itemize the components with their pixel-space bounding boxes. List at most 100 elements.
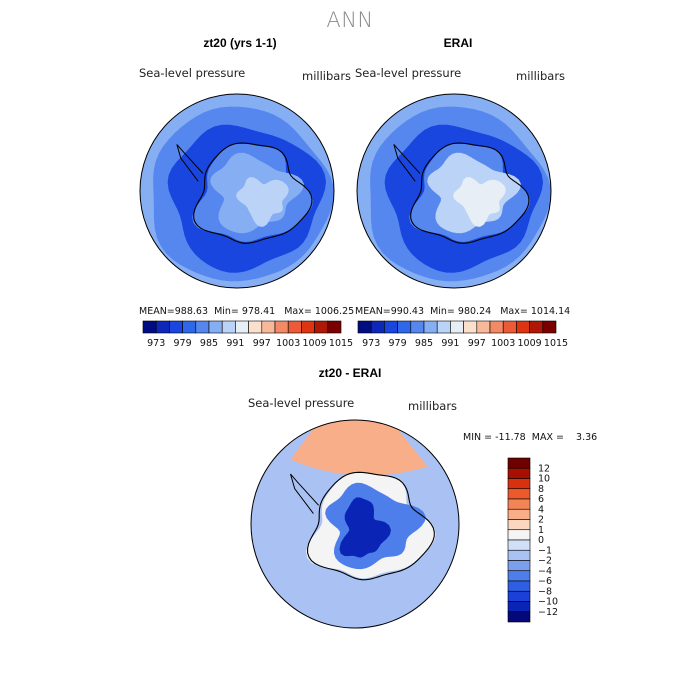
- coastline: [410, 142, 530, 244]
- colorbar-swatch: [169, 320, 183, 334]
- colorbar-tick-label: 10: [538, 474, 550, 485]
- coastline: [307, 471, 435, 581]
- colorbar-swatch: [507, 590, 531, 602]
- colorbar-tick-label: 997: [253, 338, 271, 349]
- colorbar-tick-label: 1009: [518, 338, 542, 349]
- stats-right: MEAN=990.43 Min= 980.24 Max= 1014.14: [355, 306, 570, 317]
- colorbar-swatch: [327, 320, 342, 334]
- colorbar-tick-label: 1009: [303, 338, 327, 349]
- diff-minmax: MIN = -11.78 MAX = 3.36: [463, 432, 598, 443]
- colorbar-right: 973 979 985 991 997 1003 1009 1015: [357, 320, 568, 349]
- colorbar-tick-label: −2: [538, 556, 552, 567]
- colorbar-tick-label: 973: [147, 338, 165, 349]
- colorbar-tick-label: −1: [538, 545, 552, 556]
- colorbar-swatch: [507, 539, 531, 551]
- colorbar-tick-label: 991: [226, 338, 244, 349]
- units-left: millibars: [302, 69, 352, 83]
- map-border: [139, 93, 335, 289]
- field-zone: [453, 177, 506, 227]
- colorbar-swatch: [314, 320, 329, 334]
- stats-max-value: 1006.25: [314, 306, 355, 317]
- colorbar-swatch: [507, 519, 531, 531]
- colorbar-tick-label: 973: [362, 338, 380, 349]
- colorbar-swatch: [507, 529, 531, 541]
- colorbar-swatch: [274, 320, 289, 334]
- colorbar-swatch: [516, 320, 530, 334]
- field-zone: [339, 497, 391, 558]
- panel-title-right: ERAI: [443, 36, 473, 50]
- colorbar-swatch: [357, 320, 372, 334]
- stats-max-label: Max=: [284, 306, 312, 317]
- colorbar-swatch: [507, 560, 531, 572]
- colorbar-swatch: [248, 320, 263, 334]
- colorbar-tick-label: 1015: [329, 338, 353, 349]
- map-left: [139, 93, 335, 289]
- colorbar-swatch: [507, 498, 531, 510]
- colorbar-swatch: [507, 570, 531, 582]
- colorbar-tick-label: 997: [468, 338, 486, 349]
- colorbar-left: 973 979 985 991 997 1003 1009 1015: [142, 320, 353, 349]
- colorbar-swatch: [436, 320, 451, 334]
- colorbar-swatch: [423, 320, 438, 334]
- units-right: millibars: [516, 69, 566, 83]
- peninsula-coastline: [176, 144, 204, 182]
- stats-mean-label: MEAN=: [355, 306, 391, 317]
- colorbar-tick-label: −12: [538, 607, 558, 618]
- colorbar-swatch: [507, 457, 531, 469]
- colorbar-tick-label: 8: [538, 484, 544, 495]
- colorbar-tick-label: 1003: [491, 338, 515, 349]
- colorbar-swatch: [301, 320, 315, 334]
- colorbar-swatch: [195, 320, 210, 334]
- field-zone: [236, 177, 289, 227]
- colorbar-tick-label: 1003: [276, 338, 300, 349]
- colorbar-tick-label: 979: [389, 338, 407, 349]
- units-diff: millibars: [408, 399, 458, 413]
- colorbar-tick-label: 4: [538, 504, 544, 515]
- colorbar-tick-label: 979: [174, 338, 192, 349]
- colorbar-swatch: [542, 320, 557, 334]
- colorbar-swatch: [507, 488, 531, 500]
- colorbar-tick-label: 985: [200, 338, 218, 349]
- colorbar-tick-label: 985: [415, 338, 433, 349]
- map-right: [356, 93, 552, 289]
- stats-min-label: Min=: [430, 306, 455, 317]
- colorbar-tick-label: −8: [538, 586, 552, 597]
- colorbar-swatch: [261, 320, 276, 334]
- colorbar-swatch: [507, 580, 531, 592]
- colorbar-swatch: [221, 320, 236, 334]
- peninsula-coastline: [290, 473, 319, 514]
- stats-mean-label: MEAN=: [139, 306, 175, 317]
- colorbar-tick-label: −4: [538, 566, 552, 577]
- colorbar-swatch: [529, 320, 544, 334]
- map-border: [250, 419, 460, 629]
- colorbar-swatch: [287, 320, 302, 334]
- colorbar-tick-label: 991: [441, 338, 459, 349]
- colorbar-swatch: [155, 320, 170, 334]
- colorbar-swatch: [235, 320, 249, 334]
- colorbar-swatch: [507, 478, 531, 490]
- colorbar-swatch: [397, 320, 412, 334]
- colorbar-tick-label: 2: [538, 515, 544, 526]
- stats-min-label: Min=: [214, 306, 239, 317]
- figure-title: ANN: [326, 8, 374, 32]
- coastline: [193, 142, 313, 244]
- colorbar-swatch: [507, 611, 531, 623]
- stats-max-value: 1014.14: [530, 306, 571, 317]
- colorbar-swatch: [208, 320, 223, 334]
- colorbar-swatch: [182, 320, 197, 334]
- var-label-diff: Sea-level pressure: [248, 396, 355, 410]
- map-diff: [250, 419, 460, 629]
- map-border: [356, 93, 552, 289]
- var-label-right: Sea-level pressure: [355, 66, 462, 80]
- stats-max-label: Max=: [500, 306, 528, 317]
- colorbar-tick-label: −10: [538, 597, 558, 608]
- colorbar-swatch: [463, 320, 478, 334]
- colorbar-swatch: [450, 320, 464, 334]
- colorbar-swatch: [507, 549, 531, 561]
- peninsula-coastline: [393, 144, 421, 182]
- colorbar-swatch: [502, 320, 517, 334]
- field-zone: [290, 420, 428, 476]
- stats-left: MEAN=988.63 Min= 978.41 Max= 1006.25: [139, 306, 354, 317]
